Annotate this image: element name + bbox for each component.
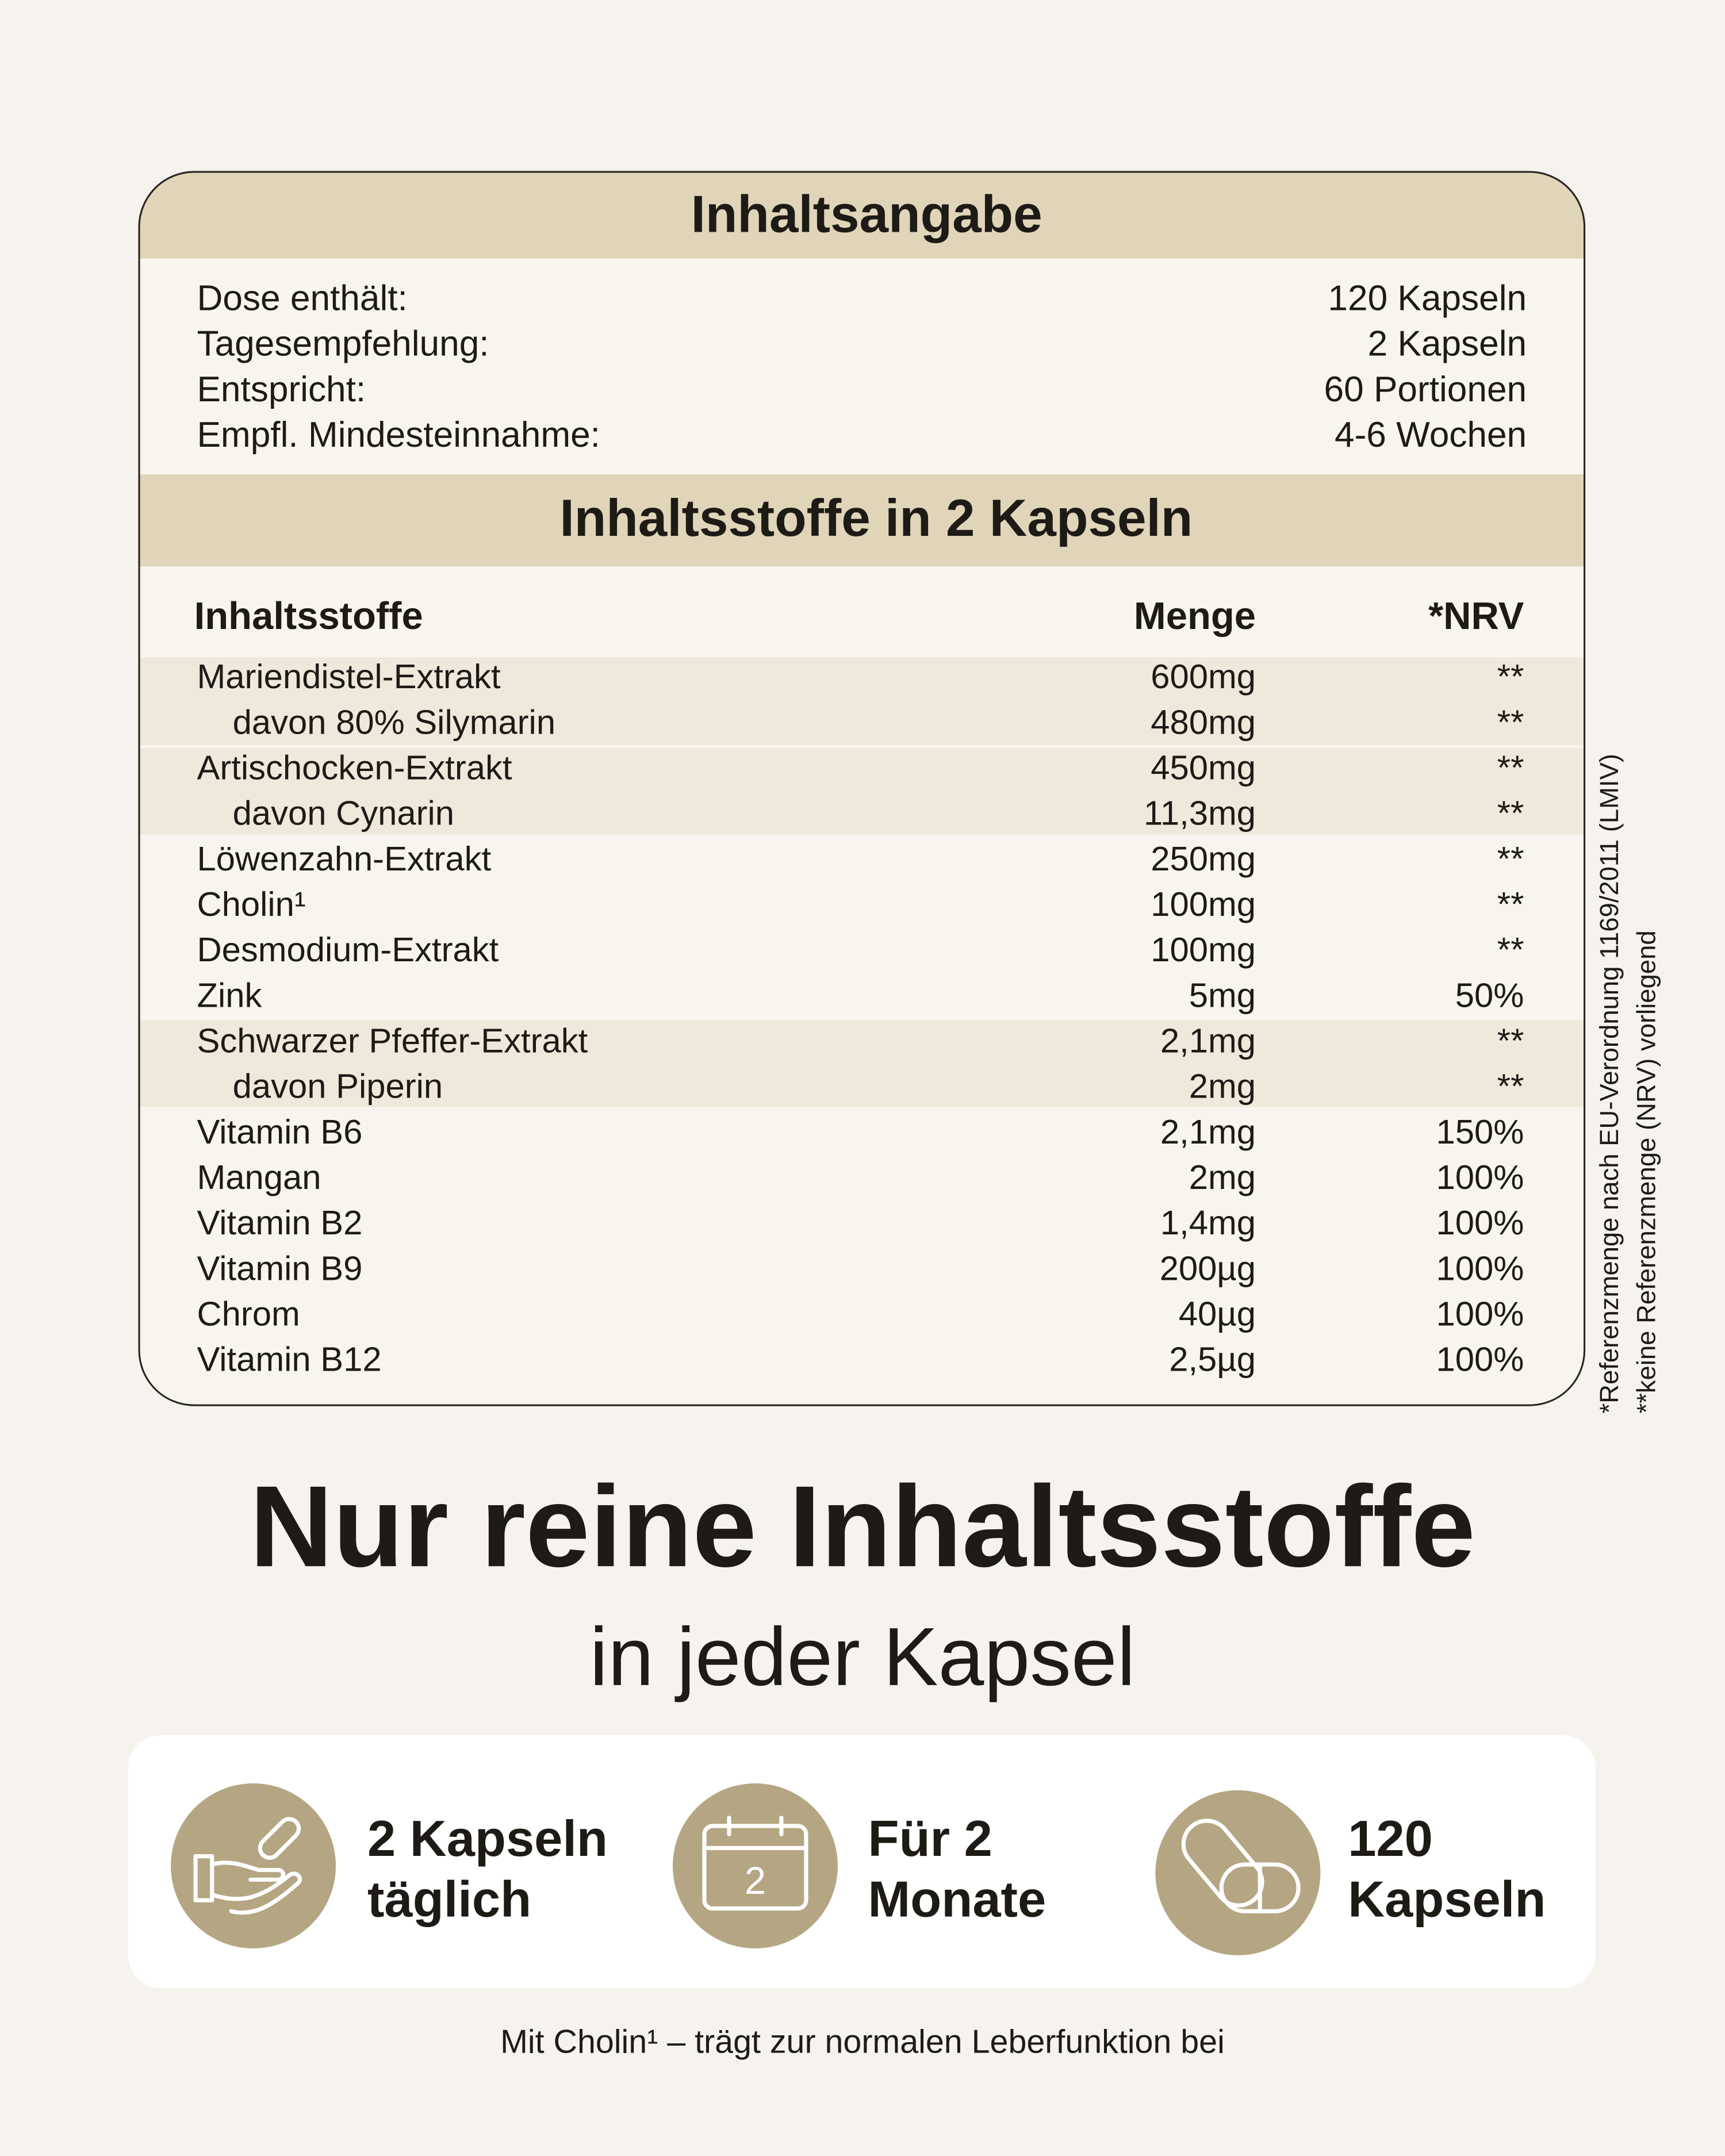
column-header: *NRV <box>1428 594 1524 638</box>
ingredient-amount: 200µg <box>1160 1249 1256 1287</box>
summary-value: 60 Portionen <box>1324 370 1527 409</box>
capsule-icon <box>1181 1819 1264 1908</box>
ingredient-nrv: ** <box>1497 794 1524 833</box>
ingredient-amount: 100mg <box>1151 930 1256 969</box>
ingredient-amount: 2,5µg <box>1169 1340 1256 1379</box>
ingredient-nrv: ** <box>1497 885 1524 923</box>
table-bg <box>139 171 1585 1406</box>
ingredient-nrv: 100% <box>1436 1203 1524 1242</box>
ingredient-name: davon 80% Silymarin <box>233 703 555 741</box>
table-border <box>138 171 1586 1406</box>
ingredient-name: Vitamin B2 <box>197 1203 362 1242</box>
ingredient-name: Schwarzer Pfeffer-Extrakt <box>197 1021 588 1060</box>
summary-value: 4-6 Wochen <box>1335 415 1527 455</box>
ingredient-nrv: 50% <box>1455 976 1524 1014</box>
column-header: Menge <box>1134 594 1256 638</box>
footer: Mit Cholin¹ – trägt zur normalen Leberfu… <box>500 2023 1225 2060</box>
ingredient-nrv: ** <box>1497 1021 1524 1060</box>
calendar-lines <box>702 1816 808 1850</box>
calendar-icon <box>702 1824 808 1911</box>
icon-circle <box>1155 1790 1321 1955</box>
ingredient-amount: 40µg <box>1179 1294 1256 1333</box>
feature-label: Monate <box>868 1870 1046 1927</box>
ingredient-amount: 11,3mg <box>1144 794 1256 833</box>
summary-label: Tagesempfehlung: <box>197 324 489 364</box>
side-note: **keine Referenzmenge (NRV) vorliegend <box>1632 930 1661 1413</box>
feature-label: Für 2 <box>868 1810 992 1867</box>
row-shade <box>139 657 1585 746</box>
subline: in jeder Kapsel <box>589 1611 1135 1703</box>
ingredient-amount: 600mg <box>1151 657 1256 696</box>
ingredient-nrv: ** <box>1497 1067 1524 1106</box>
ingredient-amount: 480mg <box>1151 703 1256 741</box>
ingredient-name: Mariendistel-Extrakt <box>197 657 500 696</box>
headline: Nur reine Inhaltsstoffe <box>250 1461 1475 1591</box>
ingredient-nrv: ** <box>1497 748 1524 787</box>
summary-label: Dose enthält: <box>197 278 407 318</box>
summary-value: 120 Kapseln <box>1328 278 1527 318</box>
ingredient-nrv: 100% <box>1436 1294 1524 1333</box>
ingredient-amount: 450mg <box>1151 748 1256 787</box>
ingredient-amount: 250mg <box>1151 839 1256 878</box>
ingredient-nrv: ** <box>1497 703 1524 741</box>
ingredient-nrv: 100% <box>1436 1158 1524 1196</box>
column-header: Inhaltsstoffe <box>194 594 423 638</box>
ingredient-amount: 2mg <box>1189 1067 1256 1106</box>
ingredient-name: Cholin¹ <box>197 885 305 923</box>
icon-circle <box>171 1783 336 1948</box>
summary-label: Entspricht: <box>197 370 366 409</box>
ingredient-nrv: ** <box>1497 930 1524 969</box>
ingredient-name: Vitamin B12 <box>197 1340 381 1379</box>
side-note: *Referenzmenge nach EU-Verordnung 1169/2… <box>1594 754 1624 1414</box>
ingredient-name: Vitamin B6 <box>197 1112 362 1151</box>
ingredient-name: Desmodium-Extrakt <box>197 930 499 969</box>
ingredient-nrv: 100% <box>1436 1340 1524 1379</box>
ingredient-name: Artischocken-Extrakt <box>197 748 512 787</box>
feature-label: 120 <box>1348 1810 1433 1867</box>
hand-icon <box>193 1854 302 1915</box>
ingredient-name: Löwenzahn-Extrakt <box>197 839 491 878</box>
table-title: Inhaltsangabe <box>691 186 1042 244</box>
icon-drawings <box>193 1816 1301 1915</box>
ingredient-name: Vitamin B9 <box>197 1249 362 1287</box>
ingredient-name: Zink <box>197 976 262 1014</box>
row-shade <box>139 1020 1585 1107</box>
row-shade <box>139 748 1585 835</box>
section-band <box>139 474 1585 567</box>
ingredient-name: davon Piperin <box>233 1067 443 1106</box>
ingredient-name: Chrom <box>197 1294 300 1333</box>
ingredient-nrv: 150% <box>1436 1112 1524 1151</box>
section-title: Inhaltsstoffe in 2 Kapseln <box>560 489 1193 547</box>
header-band <box>139 171 1585 259</box>
ingredient-nrv: ** <box>1497 657 1524 696</box>
calendar-number: 2 <box>745 1859 766 1902</box>
ingredient-name: Mangan <box>197 1158 321 1196</box>
ingredient-amount: 2mg <box>1189 1158 1256 1196</box>
ingredient-name: davon Cynarin <box>233 794 454 833</box>
pill-icon <box>258 1817 301 1860</box>
ingredient-amount: 2,1mg <box>1160 1112 1256 1151</box>
ingredient-amount: 5mg <box>1189 976 1256 1014</box>
feature-label: täglich <box>367 1870 531 1927</box>
summary-label: Empfl. Mindesteinnahme: <box>197 415 600 455</box>
feature-label: 2 Kapseln <box>367 1810 608 1867</box>
ingredient-amount: 2,1mg <box>1160 1021 1256 1060</box>
feature-label: Kapseln <box>1348 1870 1546 1927</box>
ingredient-amount: 1,4mg <box>1160 1203 1256 1242</box>
summary-value: 2 Kapseln <box>1368 324 1527 364</box>
ingredient-nrv: ** <box>1497 839 1524 878</box>
ingredient-amount: 100mg <box>1151 885 1256 923</box>
ingredient-nrv: 100% <box>1436 1249 1524 1287</box>
